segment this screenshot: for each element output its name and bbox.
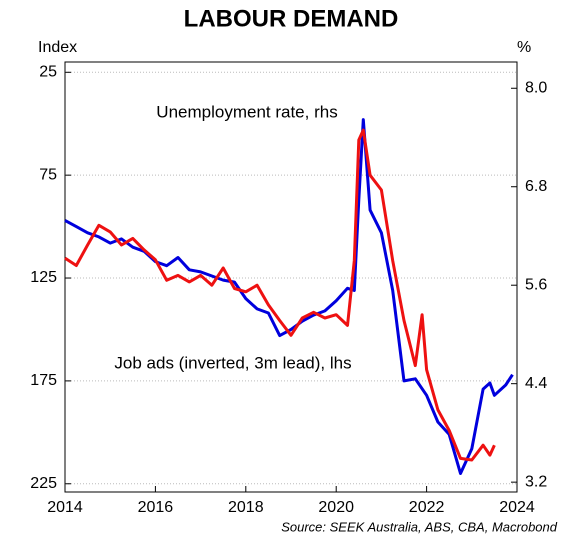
y2-axis-label: % — [517, 39, 531, 56]
y2-tick-label: 4.4 — [525, 375, 547, 392]
x-tick-label: 2018 — [228, 499, 264, 516]
y-tick-label: 175 — [30, 372, 57, 389]
source: Source: SEEK Australia, ABS, CBA, Macrob… — [281, 519, 558, 534]
plot-frame — [64, 61, 518, 493]
chart-title: LABOUR DEMAND — [184, 5, 399, 32]
y2-tick-label: 3.2 — [525, 473, 547, 490]
y2-tick-label: 5.6 — [525, 276, 547, 293]
y-tick-label: 25 — [39, 64, 57, 81]
x-tick-label: 2014 — [47, 499, 83, 516]
y2-tick-label: 8.0 — [525, 79, 547, 96]
series-line — [64, 128, 496, 462]
annotation: Unemployment rate, rhs — [156, 102, 337, 121]
y-axis-label: Index — [38, 39, 77, 56]
y2-tick-label: 6.8 — [525, 178, 547, 195]
x-tick-label: 2022 — [409, 499, 445, 516]
y-tick-label: 125 — [30, 269, 57, 286]
x-tick-label: 2020 — [318, 499, 354, 516]
x-tick-label: 2016 — [138, 499, 174, 516]
y-tick-label: 75 — [39, 166, 57, 183]
annotation: Job ads (inverted, 3m lead), lhs — [114, 353, 351, 372]
y-tick-label: 225 — [30, 475, 57, 492]
x-tick-label: 2024 — [499, 499, 535, 516]
